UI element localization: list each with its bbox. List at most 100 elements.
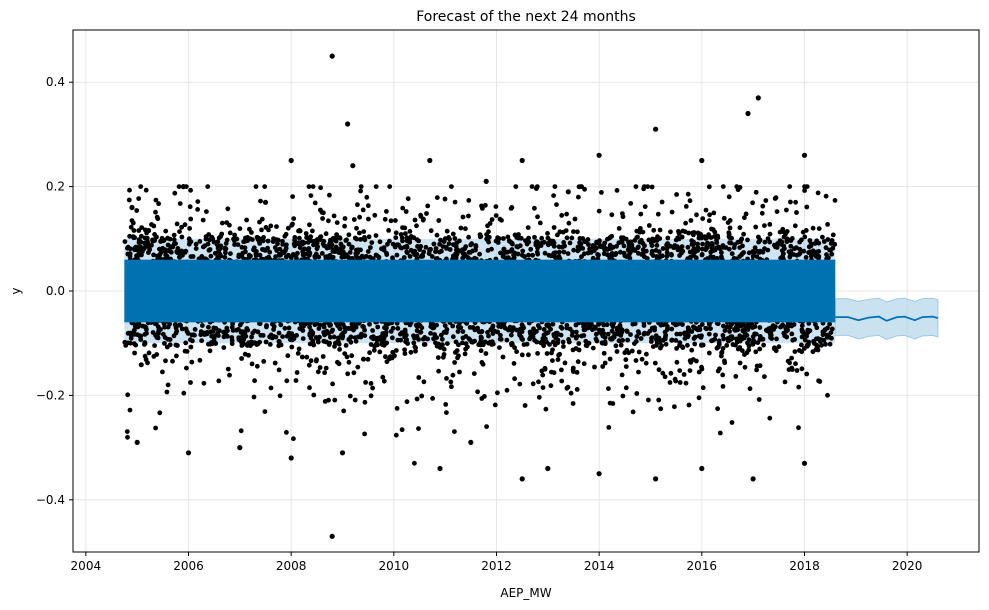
observed-point — [660, 370, 666, 376]
observed-point — [133, 342, 139, 348]
observed-point — [551, 225, 557, 230]
observed-point — [438, 332, 444, 338]
observed-point — [609, 251, 615, 256]
observed-point — [484, 424, 489, 429]
observed-point — [605, 331, 611, 337]
observed-point — [238, 428, 244, 434]
observed-point — [274, 224, 279, 230]
observed-point — [554, 202, 559, 208]
observed-point — [832, 241, 838, 247]
observed-point — [139, 362, 144, 368]
observed-point — [502, 325, 508, 331]
observed-point — [739, 348, 745, 353]
observed-point — [166, 248, 172, 254]
observed-point — [750, 200, 755, 206]
observed-point — [752, 245, 758, 251]
y-tick-label: −0.2 — [36, 388, 65, 402]
observed-point — [829, 326, 835, 332]
observed-point — [188, 216, 194, 222]
observed-point — [399, 427, 405, 433]
observed-point — [724, 343, 730, 348]
observed-point — [688, 359, 694, 365]
observed-point — [655, 211, 661, 217]
observed-point — [152, 232, 158, 237]
observed-point — [395, 242, 400, 248]
observed-point — [524, 341, 530, 347]
observed-point — [227, 372, 232, 378]
observed-point — [251, 394, 257, 400]
observed-point — [462, 351, 468, 357]
observed-point — [428, 228, 434, 234]
observed-point — [393, 218, 398, 223]
observed-point — [352, 397, 358, 403]
observed-point — [737, 336, 743, 342]
observed-point — [531, 326, 536, 332]
observed-point — [604, 252, 610, 257]
observed-point — [827, 321, 832, 327]
observed-point — [699, 246, 705, 252]
observed-point — [725, 336, 731, 341]
outlier-point — [699, 157, 705, 164]
observed-point — [797, 239, 803, 245]
observed-point — [621, 243, 627, 249]
observed-point — [650, 344, 656, 349]
observed-point — [321, 322, 327, 327]
observed-point — [695, 248, 701, 253]
observed-point — [460, 247, 466, 253]
observed-point — [163, 358, 168, 364]
observed-point — [813, 336, 819, 342]
observed-point — [497, 345, 502, 350]
observed-point — [189, 359, 195, 365]
observed-point — [337, 235, 343, 241]
observed-point — [264, 255, 269, 261]
observed-point — [215, 239, 221, 245]
observed-point — [291, 241, 297, 247]
observed-point — [697, 231, 703, 237]
observed-point — [144, 330, 149, 336]
observed-point — [232, 242, 238, 248]
observed-point — [261, 247, 267, 253]
observed-point — [711, 248, 716, 254]
outlier-point — [329, 53, 335, 59]
observed-point — [311, 342, 317, 348]
observed-point — [694, 212, 699, 218]
observed-point — [227, 222, 232, 228]
observed-point — [629, 348, 635, 354]
observed-point — [162, 248, 168, 254]
observed-point — [546, 252, 552, 258]
observed-point — [403, 209, 409, 214]
observed-point — [560, 339, 566, 345]
observed-point — [268, 332, 274, 338]
observed-point — [366, 234, 372, 240]
observed-point — [600, 327, 606, 333]
observed-point — [357, 214, 362, 220]
observed-point — [505, 234, 511, 240]
observed-point — [773, 348, 779, 354]
observed-point — [458, 225, 464, 231]
observed-point — [423, 244, 429, 250]
observed-point — [407, 322, 413, 328]
observed-point — [680, 228, 686, 234]
observed-point — [282, 325, 288, 331]
observed-point — [142, 235, 148, 241]
observed-point — [419, 252, 425, 258]
observed-point — [213, 341, 219, 346]
observed-point — [311, 242, 316, 248]
observed-point — [576, 341, 582, 346]
observed-point — [262, 184, 268, 190]
observed-point — [696, 333, 702, 339]
observed-point — [530, 381, 536, 387]
observed-point — [455, 355, 460, 361]
observed-point — [677, 368, 683, 373]
observed-point — [493, 213, 499, 219]
y-axis-title: y — [9, 287, 23, 294]
observed-point — [802, 188, 807, 193]
x-tick-label: 2008 — [276, 559, 307, 573]
observed-point — [645, 331, 651, 336]
observed-point — [308, 193, 314, 199]
observed-point — [664, 250, 670, 256]
observed-point — [578, 184, 583, 190]
observed-point — [595, 252, 600, 257]
observed-point — [635, 329, 641, 334]
observed-point — [447, 247, 453, 252]
